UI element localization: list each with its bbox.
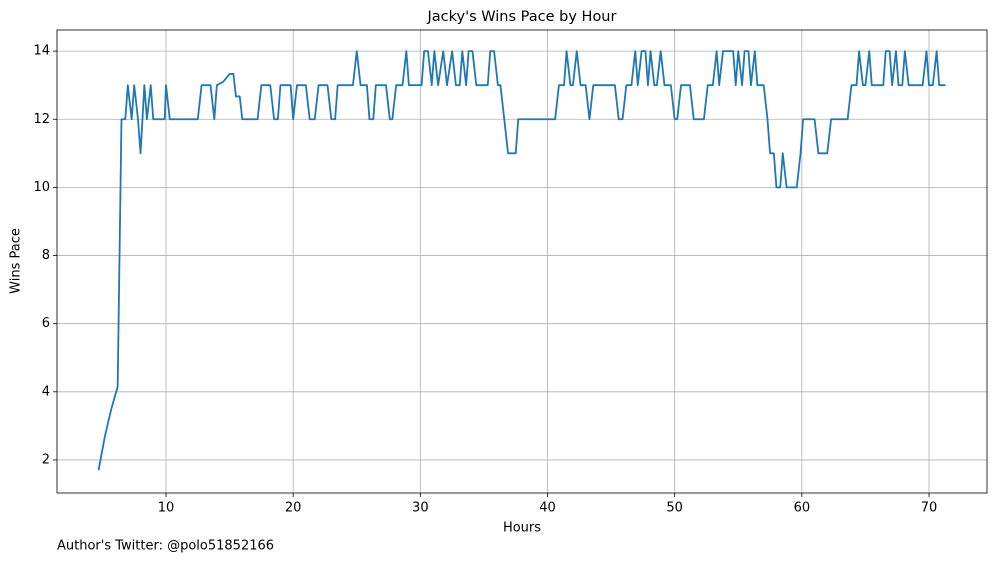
chart-title: Jacky's Wins Pace by Hour [427, 9, 617, 25]
y-tick-label: 10 [33, 180, 50, 195]
y-tick-label: 4 [42, 384, 50, 399]
x-tick-label: 70 [921, 501, 938, 516]
y-tick-label: 8 [42, 248, 50, 263]
x-tick-label: 30 [412, 501, 429, 516]
y-tick-label: 14 [33, 44, 50, 59]
x-tick-label: 40 [539, 501, 556, 516]
y-axis-label: Wins Pace [9, 228, 24, 294]
y-tick-label: 6 [42, 316, 50, 331]
annotation: Author's Twitter: @polo51852166 [57, 539, 274, 554]
y-tick-label: 12 [33, 112, 50, 127]
x-tick-label: 10 [158, 501, 175, 516]
x-tick-label: 50 [666, 501, 683, 516]
plot-frame [56, 29, 988, 494]
data-line [97, 50, 946, 471]
x-axis-label: Hours [503, 521, 541, 536]
x-tick-label: 20 [285, 501, 302, 516]
y-tick-label: 2 [42, 452, 50, 467]
x-tick-label: 60 [794, 501, 811, 516]
